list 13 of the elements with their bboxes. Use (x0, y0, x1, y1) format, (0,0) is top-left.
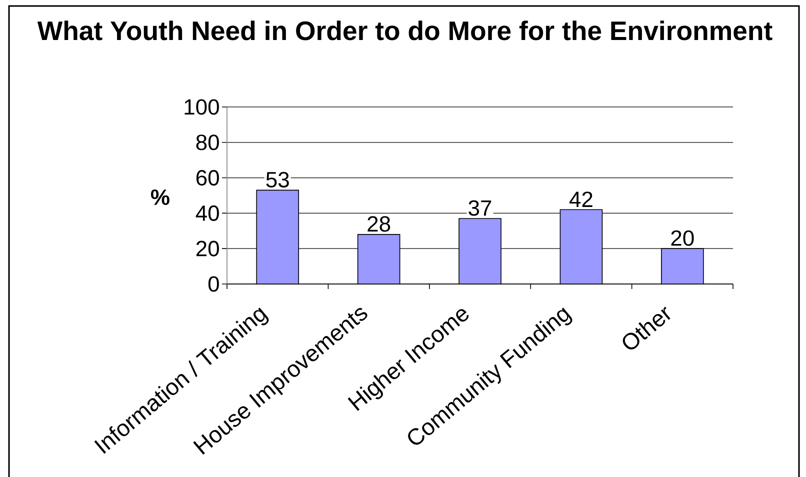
chart-title: What Youth Need in Order to do More for the Environment (37, 20, 772, 40)
y-tick-label: 0 (208, 276, 219, 292)
data-label: 28 (368, 216, 390, 232)
y-tick-label: 100 (184, 99, 219, 115)
y-tick-label: 60 (196, 170, 219, 186)
data-label: 37 (468, 200, 492, 216)
y-tick-label: 20 (196, 240, 219, 256)
data-label: 20 (671, 230, 694, 246)
data-label: 53 (266, 172, 289, 188)
data-label: 42 (569, 192, 592, 207)
y-tick-label: 40 (196, 205, 219, 221)
y-tick-label: 80 (196, 134, 219, 150)
y-axis-title: % (150, 190, 170, 205)
